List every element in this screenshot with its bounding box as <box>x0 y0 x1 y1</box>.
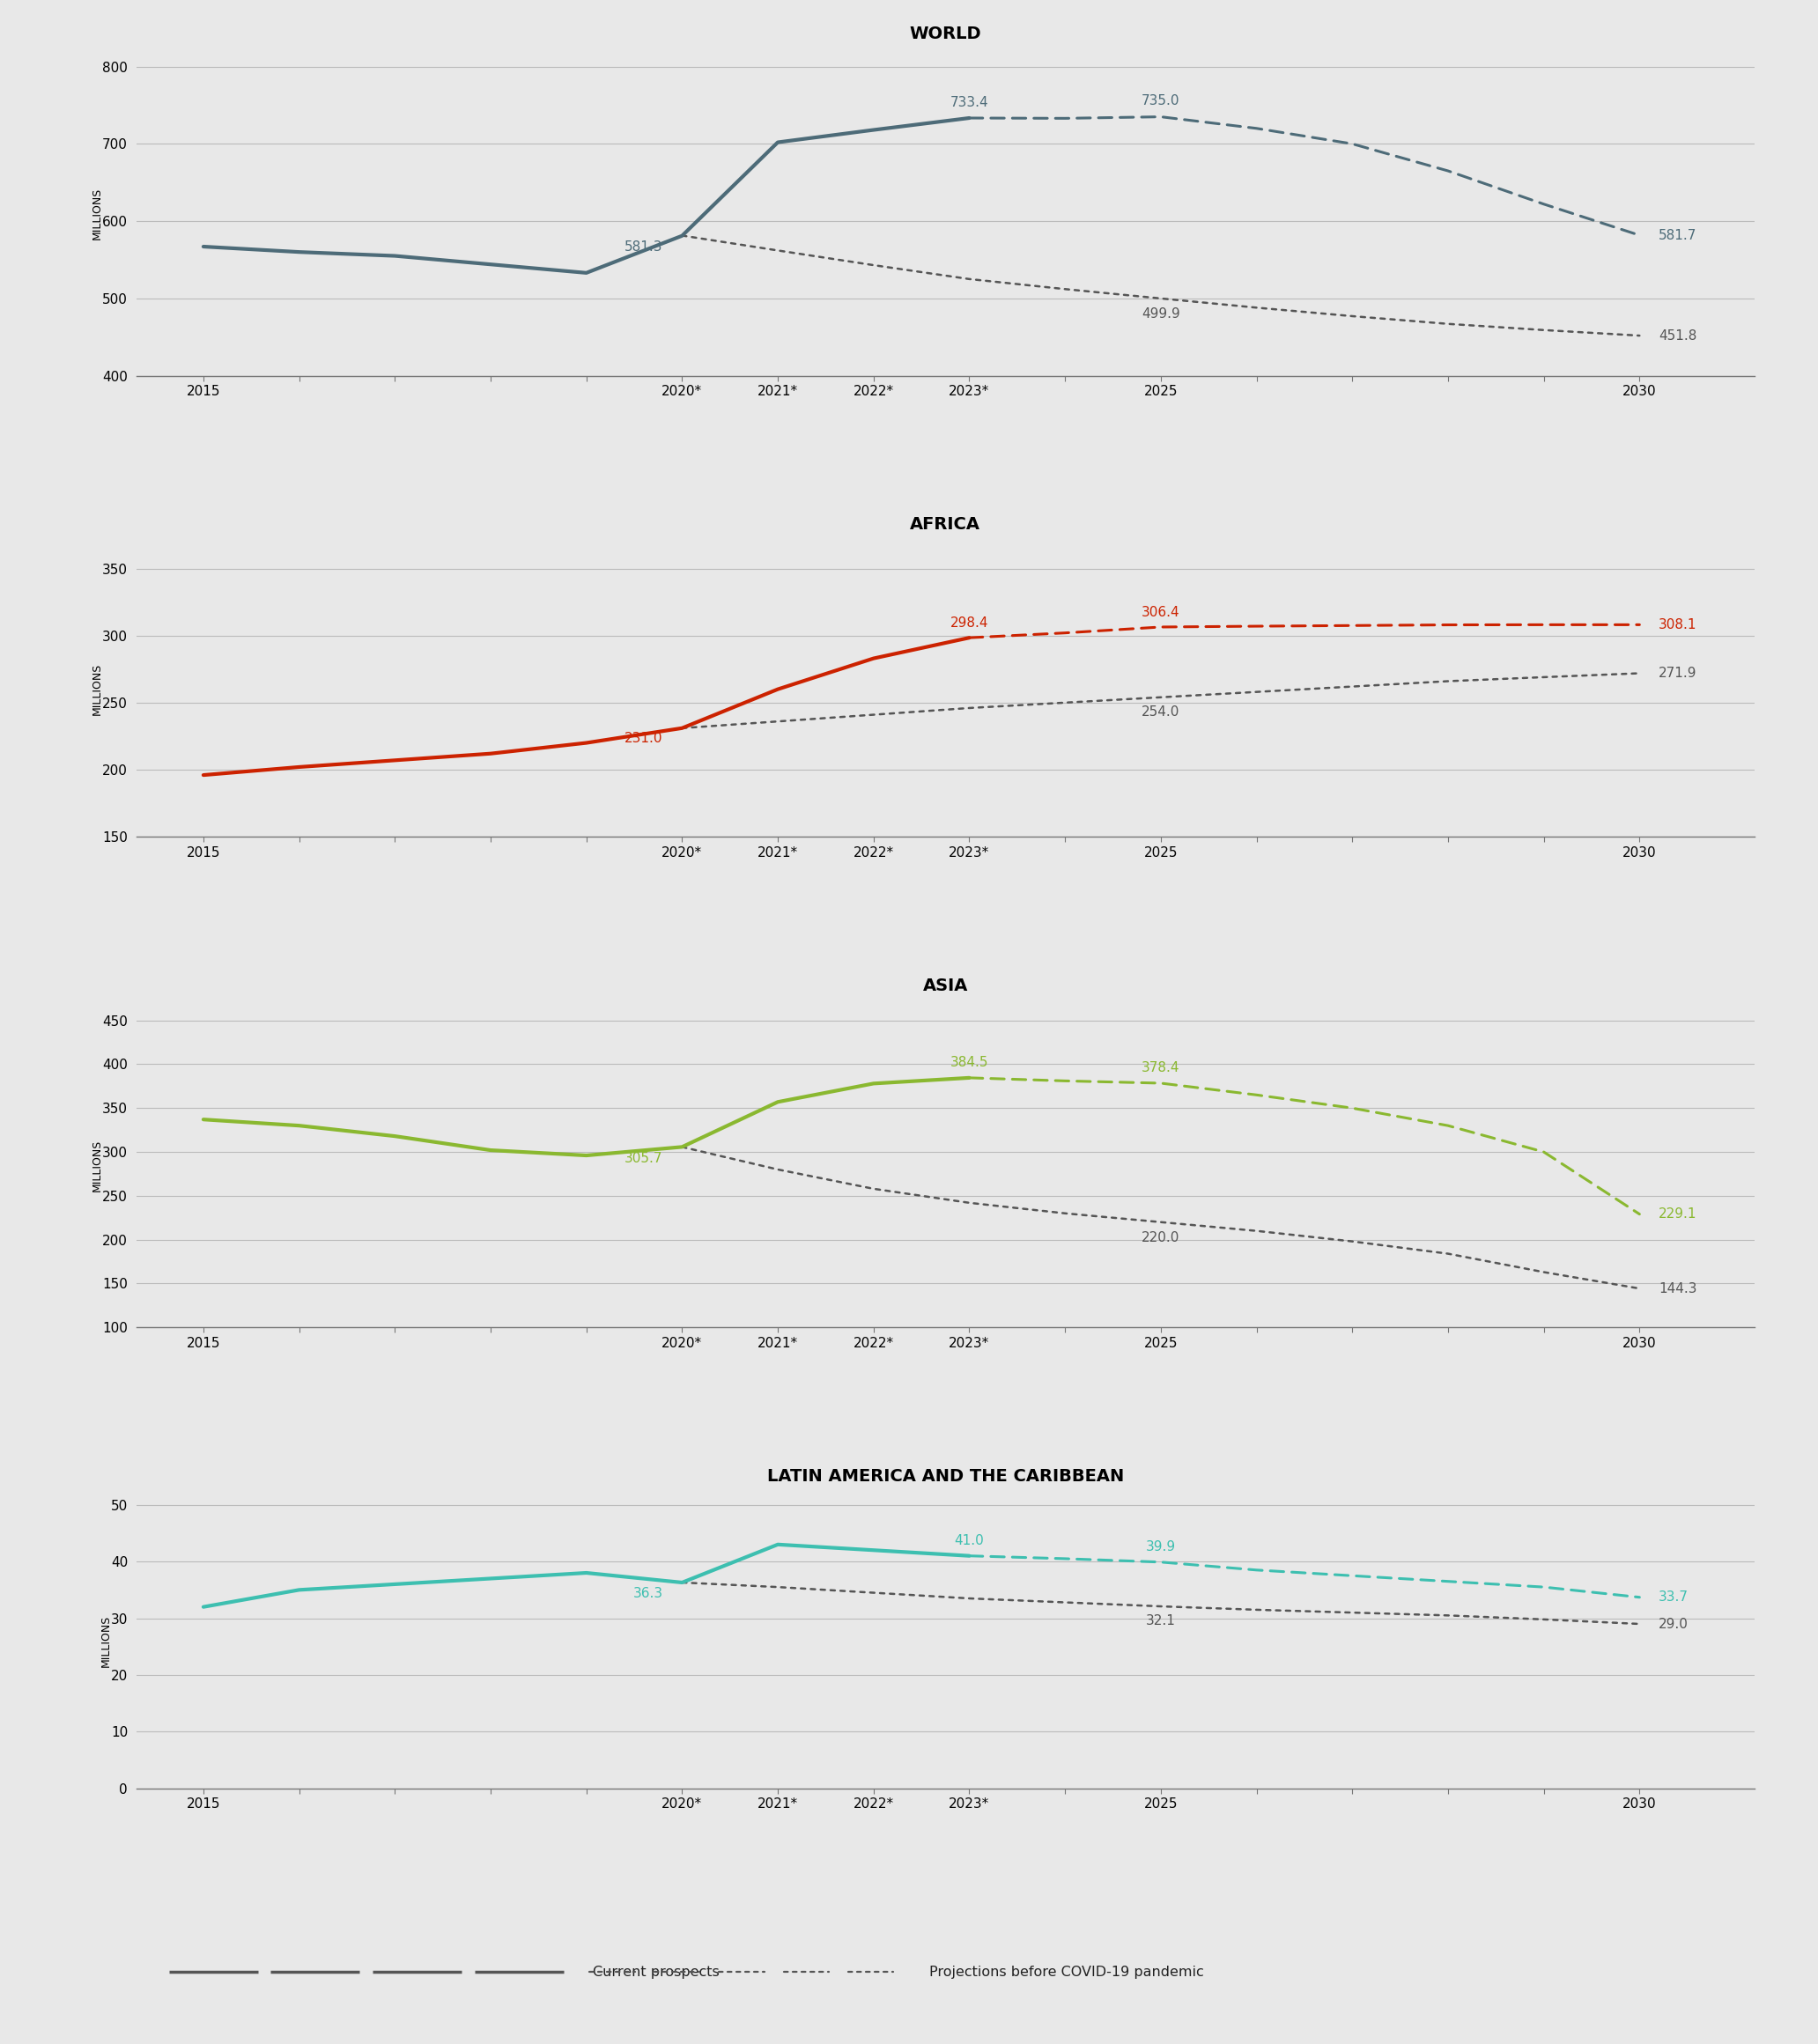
Text: 271.9: 271.9 <box>1658 666 1696 681</box>
Text: 29.0: 29.0 <box>1658 1617 1689 1631</box>
Title: ASIA: ASIA <box>924 977 967 993</box>
Text: 33.7: 33.7 <box>1658 1590 1689 1605</box>
Text: 733.4: 733.4 <box>951 96 989 108</box>
Text: 378.4: 378.4 <box>1142 1061 1180 1073</box>
Text: 735.0: 735.0 <box>1142 94 1180 108</box>
Y-axis label: MILLIONS: MILLIONS <box>91 662 104 715</box>
Text: 39.9: 39.9 <box>1145 1541 1176 1553</box>
Text: 231.0: 231.0 <box>625 732 664 746</box>
Text: 384.5: 384.5 <box>951 1055 989 1069</box>
Text: 144.3: 144.3 <box>1658 1282 1696 1296</box>
Text: 32.1: 32.1 <box>1145 1615 1176 1627</box>
Title: LATIN AMERICA AND THE CARIBBEAN: LATIN AMERICA AND THE CARIBBEAN <box>767 1468 1124 1484</box>
Text: 499.9: 499.9 <box>1142 307 1180 321</box>
Y-axis label: MILLIONS: MILLIONS <box>91 1139 104 1192</box>
Text: 306.4: 306.4 <box>1142 605 1180 619</box>
Text: 451.8: 451.8 <box>1658 329 1696 341</box>
Text: 305.7: 305.7 <box>625 1151 664 1165</box>
Text: Projections before COVID-19 pandemic: Projections before COVID-19 pandemic <box>929 1964 1204 1979</box>
Text: 581.7: 581.7 <box>1658 229 1696 241</box>
Text: Current prospects: Current prospects <box>593 1964 720 1979</box>
Y-axis label: MILLIONS: MILLIONS <box>100 1615 111 1668</box>
Text: 298.4: 298.4 <box>951 615 989 630</box>
Text: 220.0: 220.0 <box>1142 1230 1180 1245</box>
Text: 254.0: 254.0 <box>1142 705 1180 719</box>
Y-axis label: MILLIONS: MILLIONS <box>91 188 104 239</box>
Text: 229.1: 229.1 <box>1658 1208 1696 1220</box>
Text: 581.3: 581.3 <box>625 239 664 253</box>
Title: AFRICA: AFRICA <box>911 517 980 533</box>
Title: WORLD: WORLD <box>909 27 982 43</box>
Text: 36.3: 36.3 <box>633 1586 664 1600</box>
Text: 308.1: 308.1 <box>1658 617 1696 632</box>
Text: 41.0: 41.0 <box>954 1535 984 1547</box>
